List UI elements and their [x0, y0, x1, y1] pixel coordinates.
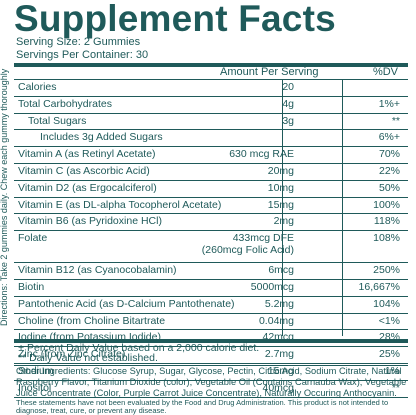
- table-row: Biotin 5000mcg 16,667%: [14, 280, 408, 297]
- fda-disclaimer: These statements have not been evaluated…: [16, 398, 389, 415]
- nutrient-label: Vitamin B12 (as Cyanocobalamin): [18, 264, 177, 277]
- header-dv: %DV: [372, 66, 398, 78]
- nutrient-dv: 1%+: [378, 97, 400, 110]
- nutrient-label: Vitamin A (as Retinyl Acetate): [18, 148, 156, 161]
- nutrient-label: Includes 3g Added Sugars: [40, 131, 163, 144]
- nutrient-dv: 6%+: [378, 131, 400, 144]
- nutrient-amount: 20mg: [267, 164, 294, 177]
- table-row: Pantothenic Acid (as D-Calcium Pantothen…: [14, 297, 408, 314]
- table-row: Vitamin C (as Ascorbic Acid) 20mg 22%: [14, 164, 408, 181]
- footnote-dv: + Percent Daily Value based on a 2,000 c…: [18, 342, 260, 354]
- nutrient-dv: 1%: [384, 364, 400, 377]
- nutrient-label: Choline (from Choline Bitartrate: [18, 314, 166, 327]
- nutrient-amount: 3g: [282, 114, 294, 127]
- footnote-not-established: ** Daily Value not established.: [18, 352, 158, 364]
- table-row: Total Carbohydrates 4g 1%+: [14, 97, 408, 114]
- table-row: Vitamin B12 (as Cyanocobalamin) 6mcg 250%: [14, 263, 408, 280]
- nutrient-dv: 25%: [378, 348, 400, 361]
- top-thick-rule: [14, 63, 408, 67]
- nutrient-amount: 6mcg: [268, 264, 294, 277]
- other-ingredients: Other Ingredients: Glucose Syrup, Sugar,…: [16, 366, 407, 398]
- nutrient-dv: 70%: [378, 148, 400, 161]
- table-row: Zinc (from Zinc Citrate) 2.7mg 25%: [14, 347, 408, 364]
- nutrient-dv: **: [391, 114, 400, 127]
- serving-size: Serving Size: 2 Gummies: [16, 36, 141, 48]
- nutrient-label: Vitamin B6 (as Pyridoxine HCl): [18, 215, 162, 228]
- amount-divider: [282, 80, 283, 336]
- nutrient-dv: 16,667%: [358, 280, 400, 293]
- servings-per-container: Servings Per Container: 30: [16, 49, 149, 61]
- nutrient-dv: 104%: [373, 297, 400, 310]
- table-row: Choline (from Choline Bitartrate 0.04mg <1…: [14, 314, 408, 331]
- nutrient-dv: 28%: [378, 331, 400, 344]
- nutrient-amount: 2.7mg: [264, 348, 294, 361]
- nutrient-label: Folate: [18, 232, 48, 245]
- header-amount: Amount Per Serving: [220, 66, 319, 78]
- nutrient-amount-line: 433mcg DFE: [232, 232, 294, 245]
- table-row: Vitamin B6 (as Pyridoxine HCl) 2mg 118%: [14, 214, 408, 232]
- nutrient-label: Calories: [18, 81, 57, 93]
- nutrient-label: Sodium: [18, 364, 54, 377]
- directions-text: Directions: Take 2 gummies daily. Chew e…: [0, 69, 14, 326]
- nutrient-amount: 2mg: [273, 215, 294, 228]
- nutrient-label: Total Carbohydrates: [18, 97, 112, 110]
- panel-title: Supplement Facts: [14, 0, 336, 39]
- nutrient-label: Vitamin E (as DL-alpha Tocopherol Acetat…: [18, 198, 222, 211]
- table-row: Vitamin D2 (as Ergocalciferol) 10mg 50%: [14, 181, 408, 198]
- nutrient-dv: 108%: [373, 232, 400, 245]
- table-row: Total Sugars 3g **: [14, 114, 408, 131]
- nutrient-amount: 42mcg: [262, 331, 294, 344]
- nutrient-amount: 0.04mg: [258, 314, 294, 327]
- nutrient-dv: 250%: [373, 264, 400, 277]
- nutrient-amount: 433mcg DFE (260mcg Folic Acid): [202, 233, 294, 256]
- nutrient-label: Vitamin D2 (as Ergocalciferol): [18, 181, 157, 194]
- table-row: Vitamin A (as Retinyl Acetate) 630 mcg RA…: [14, 147, 408, 164]
- nutrient-amount: 20: [282, 81, 294, 93]
- table-row: Inositol 40mcg **: [14, 381, 408, 398]
- table-row: Folate 433mcg DFE (260mcg Folic Acid) 108%: [14, 231, 408, 264]
- nutrient-dv: 100%: [373, 198, 400, 211]
- bottom-thick-rule: [14, 339, 408, 343]
- nutrient-label: Pantothenic Acid (as D-Calcium Pantothen…: [18, 297, 235, 310]
- nutrient-label: Inositol: [18, 381, 52, 394]
- nutrient-label: Vitamin C (as Ascorbic Acid): [18, 164, 150, 177]
- nutrient-dv: <1%: [378, 314, 400, 327]
- header-rule: [14, 79, 408, 80]
- nutrient-amount: 4g: [282, 97, 294, 110]
- directions-line: Directions: Take 2 gummies daily. Chew e…: [0, 68, 9, 326]
- nutrient-label: Biotin: [18, 280, 45, 293]
- nutrient-amount: 10mg: [267, 181, 294, 194]
- nutrient-label: Total Sugars: [28, 114, 87, 127]
- footnote-rule: [14, 365, 408, 366]
- nutrient-dv: **: [391, 381, 400, 394]
- supplement-facts-panel: Supplement Facts Serving Size: 2 Gummies…: [14, 0, 412, 415]
- dv-divider: [342, 80, 343, 336]
- nutrient-table: Calories 20 Total Carbohydrates 4g 1%+ Total …: [14, 80, 408, 398]
- nutrient-dv: 50%: [378, 181, 400, 194]
- nutrient-label: Zinc (from Zinc Citrate): [18, 348, 126, 361]
- nutrient-amount: 5.2mg: [264, 297, 294, 310]
- nutrient-amount: 630 mcg RAE: [229, 148, 294, 161]
- nutrient-amount: 40mcg: [262, 381, 294, 394]
- nutrient-amount: 15mg: [267, 198, 294, 211]
- nutrient-dv: 118%: [373, 215, 400, 228]
- table-row: Calories 20: [14, 80, 408, 97]
- table-row: Includes 3g Added Sugars 6%+: [14, 130, 408, 148]
- table-header: Amount Per Serving %DV: [14, 66, 408, 80]
- nutrient-amount: 5000mcg: [250, 280, 294, 293]
- table-row: Vitamin E (as DL-alpha Tocopherol Acetat…: [14, 198, 408, 215]
- table-row: Sodium 15mg 1%: [14, 364, 408, 381]
- nutrient-dv: 22%: [378, 164, 400, 177]
- nutrient-amount-line: (260mcg Folic Acid): [201, 243, 294, 256]
- nutrient-amount: 15mg: [267, 364, 294, 377]
